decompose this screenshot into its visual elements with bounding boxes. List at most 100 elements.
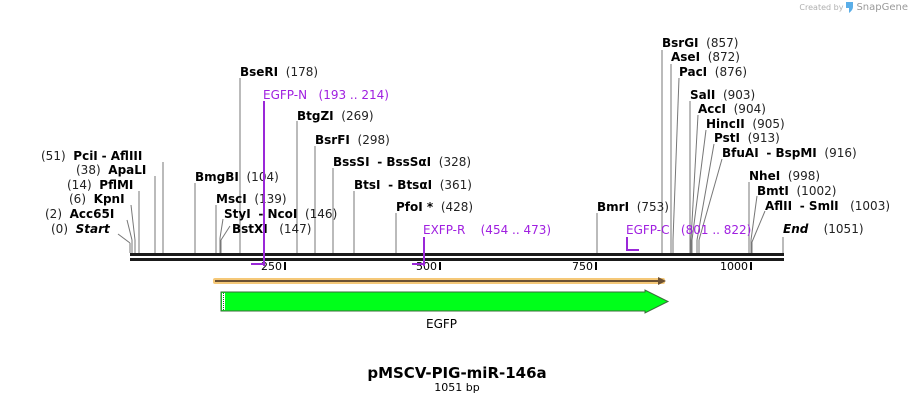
enzyme-label-apali[interactable]: (38) ApaLI [76, 163, 146, 177]
enzyme-pos: (38) [76, 163, 101, 177]
enzyme-name: HincII [706, 117, 745, 131]
enzyme-name: StyI [224, 207, 251, 221]
enzyme-pos: (916) [824, 146, 857, 160]
enzyme-pos: (6) [69, 192, 86, 206]
enzyme-pos: (361) [439, 178, 472, 192]
start-name: Start [75, 222, 110, 236]
enzyme-name: PacI [679, 65, 708, 79]
enzyme-label-acc65i[interactable]: (2) Acc65I [45, 207, 114, 221]
enzyme-pos: (269) [341, 109, 374, 123]
enzyme-pos: (298) [357, 133, 390, 147]
primer-name: EGFP-C [626, 223, 670, 237]
primer-egfp-n-bar[interactable] [251, 263, 264, 265]
enzyme-alt: - BtsαI [388, 178, 433, 192]
feature-egfp-label[interactable]: EGFP [426, 317, 458, 331]
enzyme-label-btsi[interactable]: BtsI - BtsαI (361) [354, 178, 472, 192]
end-pos: (1051) [823, 222, 864, 236]
start-pos: (0) [51, 222, 68, 236]
enzyme-label-pcii[interactable]: (51) PciI - AflIII [41, 149, 142, 163]
enzyme-alt: - AflIII [101, 149, 143, 163]
enzyme-label-psti[interactable]: PstI (913) [714, 131, 780, 145]
enzyme-pos: (1002) [796, 184, 837, 198]
map-length: 1051 bp [434, 381, 480, 394]
enzyme-label-btgzi[interactable]: BtgZI (269) [297, 109, 374, 123]
enzyme-pos: (139) [254, 192, 287, 206]
enzyme-name: BtgZI [297, 109, 334, 123]
dna-backbone-bottom[interactable] [130, 258, 784, 261]
end-label[interactable]: End (1051) [783, 222, 864, 236]
enzyme-name: BssSI [333, 155, 370, 169]
orf-arrow[interactable] [210, 274, 670, 288]
enzyme-pos: (1003) [850, 199, 891, 213]
enzyme-label-msci[interactable]: MscI (139) [216, 192, 287, 206]
primer-range: (801 .. 822) [680, 223, 752, 237]
credit-prefix: Created by [799, 3, 844, 12]
enzyme-pos: (872) [707, 50, 740, 64]
enzyme-name: MscI [216, 192, 247, 206]
dna-backbone-top[interactable] [130, 253, 784, 256]
enzyme-alt: - NcoI [258, 207, 298, 221]
snapgene-credit: Created by SnapGene [799, 2, 908, 13]
enzyme-alt: - BspMI [766, 146, 817, 160]
enzyme-label-bsrgi[interactable]: BsrGI (857) [662, 36, 738, 50]
primer-egfp-c-leader [626, 237, 628, 250]
enzyme-pos: (913) [747, 131, 780, 145]
enzyme-label-hincii[interactable]: HincII (905) [706, 117, 785, 131]
enzyme-name: KpnI [93, 192, 125, 206]
enzyme-label-paci[interactable]: PacI (876) [679, 65, 747, 79]
primer-name: EXFP-R [423, 223, 466, 237]
enzyme-pos: (104) [247, 170, 279, 184]
enzyme-label-bsrfi[interactable]: BsrFI (298) [315, 133, 390, 147]
enzyme-label-bmgbi[interactable]: BmgBI (104) [195, 170, 279, 184]
enzyme-alt: - SmlI [799, 199, 839, 213]
enzyme-pos: (857) [706, 36, 739, 50]
enzyme-label-bseri[interactable]: BseRI (178) [240, 65, 318, 79]
enzyme-name: BsrFI [315, 133, 350, 147]
primer-egfp-c-label[interactable]: EGFP-C (801 .. 822) [626, 223, 751, 237]
feature-egfp-arrow[interactable] [219, 289, 671, 315]
enzyme-label-bmti[interactable]: BmtI (1002) [757, 184, 836, 198]
primer-exfp-r-label[interactable]: EXFP-R (454 .. 473) [423, 223, 551, 237]
enzyme-label-styi[interactable]: StyI - NcoI (146) [224, 207, 337, 221]
enzyme-name: BsrGI [662, 36, 699, 50]
enzyme-label-bfuai[interactable]: BfuAI - BspMI (916) [722, 146, 857, 160]
enzyme-label-sali[interactable]: SalI (903) [690, 88, 755, 102]
enzyme-label-nhei[interactable]: NheI (998) [749, 169, 820, 183]
enzyme-name: AccI [698, 102, 726, 116]
enzyme-label-pflmi[interactable]: (14) PflMI [67, 178, 133, 192]
enzyme-name: AseI [671, 50, 701, 64]
enzyme-name: BtsI [354, 178, 381, 192]
primer-egfp-n-label[interactable]: EGFP-N (193 .. 214) [263, 88, 389, 102]
enzyme-pos: (753) [636, 200, 669, 214]
enzyme-name: Acc65I [69, 207, 115, 221]
enzyme-pos: (146) [304, 207, 338, 221]
map-title: pMSCV-PIG-miR-146a [367, 364, 547, 382]
enzyme-label-aflii[interactable]: AflII - SmlI (1003) [765, 199, 890, 213]
start-label[interactable]: (0) Start [51, 222, 110, 236]
enzyme-pos: (998) [787, 169, 821, 183]
primer-name: EGFP-N [263, 88, 308, 102]
enzyme-label-pfoi[interactable]: PfoI * (428) [396, 200, 473, 214]
enzyme-label-acci[interactable]: AccI (904) [698, 102, 766, 116]
enzyme-pos: (904) [733, 102, 766, 116]
enzyme-label-bstxi[interactable]: BstXI (147) [232, 222, 311, 236]
enzyme-pos: (876) [714, 65, 748, 79]
ruler-tick-750 [595, 262, 597, 270]
enzyme-name: BfuAI [722, 146, 759, 160]
enzyme-name: PciI [73, 149, 98, 163]
end-name: End [783, 222, 809, 236]
ruler-tick-1000 [750, 262, 752, 270]
ruler-label-750: 750 [572, 260, 593, 273]
enzyme-pos: (428) [440, 200, 474, 214]
primer-egfp-c-bar[interactable] [626, 249, 639, 251]
enzyme-name: PstI [714, 131, 740, 145]
enzyme-pos: (147) [279, 222, 312, 236]
enzyme-label-kpni[interactable]: (6) KpnI [69, 192, 125, 206]
enzyme-label-bsssi[interactable]: BssSI - BssSαI (328) [333, 155, 471, 169]
enzyme-name: SalI [690, 88, 716, 102]
enzyme-label-asei[interactable]: AseI (872) [671, 50, 740, 64]
primer-exfp-r-bar[interactable] [412, 263, 425, 265]
enzyme-name: BstXI [232, 222, 268, 236]
enzyme-label-bmri[interactable]: BmrI (753) [597, 200, 669, 214]
enzyme-name: BmgBI [195, 170, 239, 184]
